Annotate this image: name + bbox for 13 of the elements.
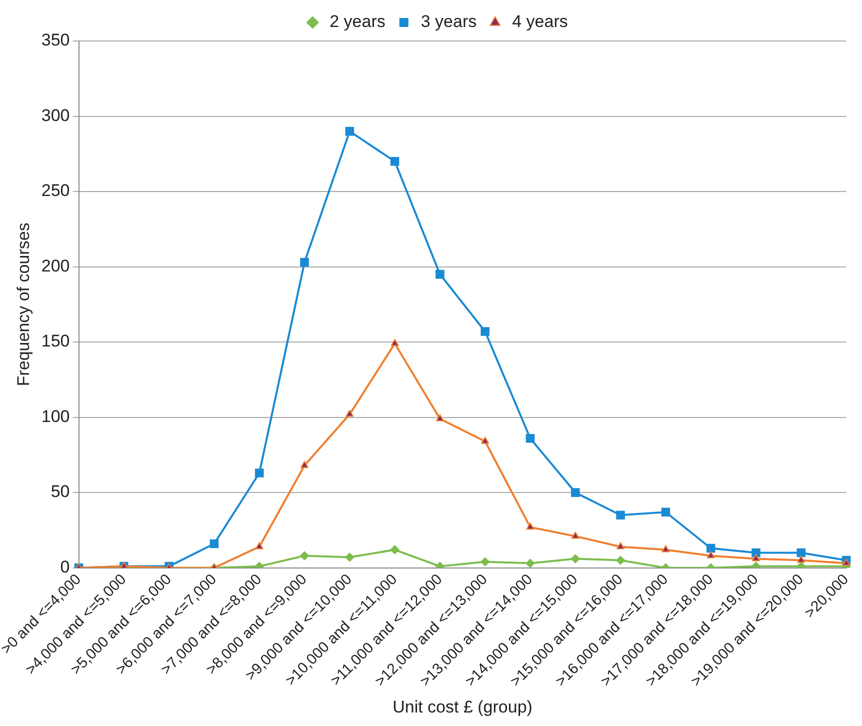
x-axis-title: Unit cost £ (group) <box>392 697 532 716</box>
y-tick-label: 150 <box>41 332 70 351</box>
y-tick-label: 300 <box>41 106 70 125</box>
y-tick-label: 250 <box>41 181 70 200</box>
y-tick-label: 0 <box>60 558 70 577</box>
y-tick-label: 100 <box>41 406 70 426</box>
legend-label: 4 years <box>512 12 568 32</box>
y-tick-label: 50 <box>50 482 70 502</box>
y-axis-title: Frequency of courses <box>14 222 33 386</box>
legend-label: 2 years <box>330 12 386 32</box>
y-tick-label: 350 <box>41 30 70 50</box>
y-tick-label: 200 <box>41 256 70 276</box>
legend-label: 3 years <box>420 12 477 32</box>
